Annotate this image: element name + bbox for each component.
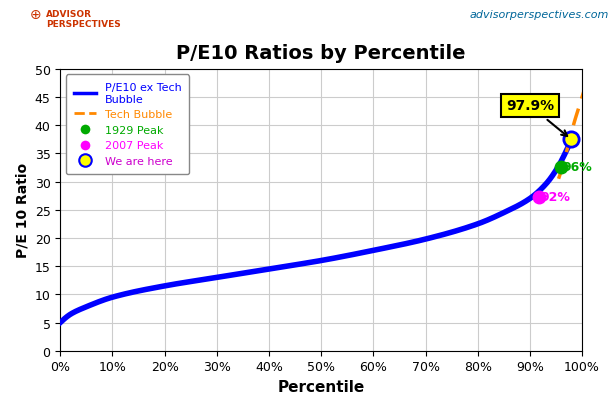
Text: ADVISOR: ADVISOR [46, 10, 92, 19]
Title: P/E10 Ratios by Percentile: P/E10 Ratios by Percentile [177, 44, 466, 63]
Text: 97.9%: 97.9% [506, 99, 567, 137]
Legend: P/E10 ex Tech
Bubble, Tech Bubble, 1929 Peak, 2007 Peak, We are here: P/E10 ex Tech Bubble, Tech Bubble, 1929 … [66, 75, 189, 174]
X-axis label: Percentile: Percentile [277, 379, 365, 394]
Text: 92%: 92% [541, 191, 570, 204]
Text: ⊕: ⊕ [30, 8, 41, 22]
Text: PERSPECTIVES: PERSPECTIVES [46, 20, 121, 29]
Text: advisorperspectives.com: advisorperspectives.com [469, 10, 609, 20]
Text: 96%: 96% [562, 161, 592, 174]
Y-axis label: P/E 10 Ratio: P/E 10 Ratio [15, 163, 29, 258]
